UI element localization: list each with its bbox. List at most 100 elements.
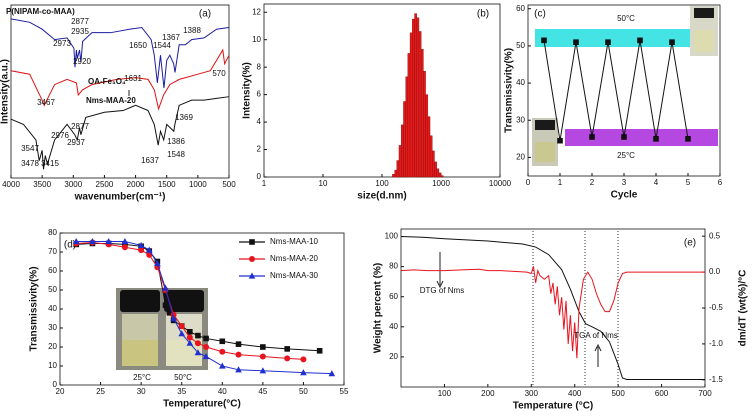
marker xyxy=(605,39,611,45)
panel-label: (b) xyxy=(477,9,489,20)
plot-frame xyxy=(263,3,501,178)
y-tick-label: 20 xyxy=(389,352,398,361)
y-tick-label: 2 xyxy=(257,145,262,154)
legend-label: Nms-MAA-20 xyxy=(270,254,319,263)
legend-label: Nms-MAA-30 xyxy=(270,271,319,280)
x-axis-label: Temperature (°C) xyxy=(513,401,594,412)
annotation: 2973 xyxy=(53,39,71,48)
marker xyxy=(187,329,193,335)
y-tick-label: 12 xyxy=(252,7,261,16)
bar xyxy=(418,31,422,178)
annotation: 1369 xyxy=(175,113,193,122)
bar xyxy=(438,172,442,178)
bar xyxy=(412,18,415,178)
x-tick-label: 10 xyxy=(319,179,328,188)
y-tick-label: 60 xyxy=(389,292,398,301)
vial-photo xyxy=(690,6,718,56)
x-tick-label: 10000 xyxy=(489,179,512,188)
y-tick-label: 60 xyxy=(48,266,57,275)
annotation: 2877 xyxy=(71,17,89,26)
y2-tick-label: -1.5 xyxy=(709,375,723,384)
marker xyxy=(178,323,185,330)
legend-marker xyxy=(248,272,256,279)
marker xyxy=(259,353,266,360)
bar xyxy=(432,150,435,178)
marker xyxy=(203,344,210,350)
plot-frame xyxy=(10,4,230,179)
y-tick-label: 30 xyxy=(48,323,57,332)
marker xyxy=(653,136,659,142)
marker xyxy=(300,369,307,376)
marker xyxy=(328,370,336,377)
x-tick-label: 100 xyxy=(438,389,452,398)
marker xyxy=(186,339,194,346)
marker xyxy=(235,341,242,347)
series-line xyxy=(400,236,705,380)
x-tick-label: 0 xyxy=(526,178,531,187)
y2-tick-label: 0.0 xyxy=(709,267,721,276)
marker xyxy=(145,246,153,253)
x-tick-label: 6 xyxy=(718,178,723,187)
x-tick-label: 50 xyxy=(299,387,308,396)
marker xyxy=(235,351,242,358)
y-tick-label: 10 xyxy=(48,361,57,370)
x-tick-label: 600 xyxy=(655,389,669,398)
marker xyxy=(121,244,128,251)
series-line xyxy=(10,18,230,89)
cold-band xyxy=(565,129,718,146)
annotation: 1548 xyxy=(167,150,185,159)
series-label: P(NIPAM-co-MAA) xyxy=(6,7,75,16)
marker xyxy=(541,37,547,44)
y-axis-label: Weight percent (%) xyxy=(373,263,384,353)
panel-label: (e) xyxy=(684,238,696,249)
y2-axis-label: dm/dT (wt(%)/°C xyxy=(738,270,749,347)
x-tick-label: 1 xyxy=(262,179,267,188)
x-tick-label: 700 xyxy=(698,389,712,398)
bar xyxy=(405,76,409,178)
annotation: 1650 xyxy=(129,41,147,50)
y-tick-label: 20 xyxy=(516,153,525,162)
bar xyxy=(420,49,424,178)
y-tick-label: 40 xyxy=(48,304,57,313)
series-label: Nms-MAA-20 xyxy=(86,96,136,105)
y-tick-label: 40 xyxy=(516,78,525,87)
bar xyxy=(403,101,406,178)
bar xyxy=(440,175,444,178)
bar xyxy=(434,161,437,178)
vial-photo xyxy=(532,118,558,166)
y-tick-label: 10 xyxy=(252,35,261,44)
y-tick-label: 4 xyxy=(257,117,262,126)
marker xyxy=(621,134,627,140)
bar xyxy=(396,160,400,178)
marker xyxy=(669,39,675,45)
annotation: 2920 xyxy=(73,57,91,66)
marker xyxy=(219,348,226,355)
annotation: 1386 xyxy=(167,137,185,146)
x-tick-label: 500 xyxy=(222,180,236,189)
bar xyxy=(401,124,404,178)
bar xyxy=(409,32,413,178)
x-tick-label: 5 xyxy=(686,178,691,187)
x-tick-label: 30 xyxy=(137,387,146,396)
marker xyxy=(121,238,129,245)
marker xyxy=(202,353,210,360)
x-tick-label: 3500 xyxy=(33,180,51,189)
arrows xyxy=(436,252,602,367)
x-tick-label: 2 xyxy=(590,178,595,187)
series-line xyxy=(543,40,689,141)
series-label: OA-Fe₃O₄ xyxy=(88,77,126,86)
y-tick-label: 60 xyxy=(516,4,525,13)
annotation: 2976 xyxy=(51,131,69,140)
marker xyxy=(557,137,563,144)
bar xyxy=(394,169,397,178)
bar xyxy=(436,168,440,178)
x-axis-label: Cycle xyxy=(611,190,638,201)
annotation: TGA of Nms xyxy=(574,331,618,340)
x-tick-label: 400 xyxy=(568,389,582,398)
annotation: 3415 xyxy=(41,159,59,168)
annotation: DTG of Nms xyxy=(420,286,464,295)
annotation: 3478 xyxy=(21,159,39,168)
y-tick-label: 0 xyxy=(53,380,58,389)
marker xyxy=(162,284,169,291)
x-tick-label: 300 xyxy=(525,389,539,398)
